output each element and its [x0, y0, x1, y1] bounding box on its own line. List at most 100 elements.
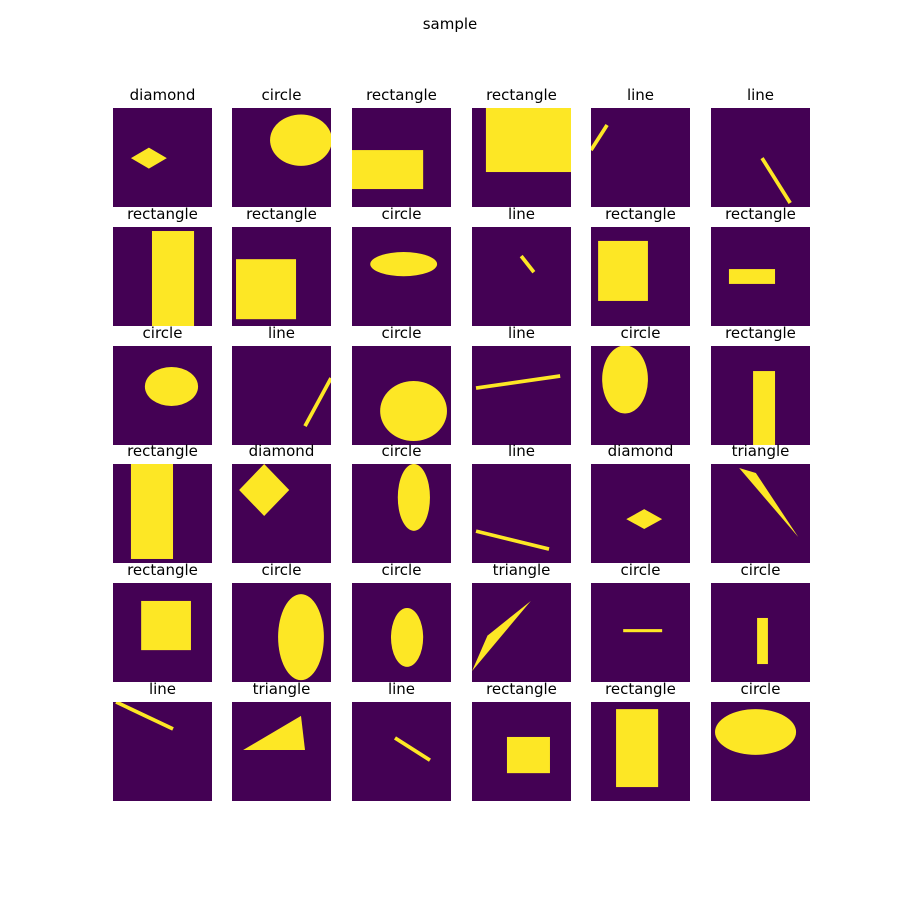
image-panel: line: [232, 324, 331, 445]
image-panel: rectangle: [711, 324, 810, 445]
image-panel: circle: [591, 561, 690, 682]
shape-rectangle: [598, 240, 648, 301]
panel-image: [472, 583, 571, 682]
panel-background: [591, 108, 690, 207]
panel-title: rectangle: [605, 205, 676, 223]
panel-title: circle: [381, 324, 422, 342]
shape-circle: [278, 594, 324, 681]
panel-title: rectangle: [486, 86, 557, 104]
shape-line: [394, 736, 431, 762]
shape-circle: [380, 380, 447, 441]
panel-title: triangle: [492, 561, 551, 579]
panel-background: [352, 702, 451, 801]
panel-title: circle: [620, 324, 661, 342]
panel-image: [472, 108, 571, 207]
panel-title: circle: [381, 442, 422, 460]
panel-image: [113, 108, 212, 207]
shape-diamond: [239, 464, 290, 516]
image-panel: circle: [591, 324, 690, 445]
panel-image: [711, 464, 810, 563]
shape-triangle: [243, 715, 306, 750]
image-panel: line: [711, 86, 810, 207]
panel-title: circle: [620, 561, 661, 579]
panel-image: [591, 346, 690, 445]
panel-title: rectangle: [725, 324, 796, 342]
shape-rectangle: [141, 600, 191, 651]
panel-title: triangle: [731, 442, 790, 460]
image-panel: line: [472, 205, 571, 326]
panel-title: rectangle: [127, 442, 198, 460]
panel-title: rectangle: [605, 680, 676, 698]
shape-rectangle: [506, 736, 550, 774]
panel-image: [352, 702, 451, 801]
panel-image: [591, 464, 690, 563]
image-panel: rectangle: [472, 86, 571, 207]
image-panel: diamond: [113, 86, 212, 207]
shape-circle: [623, 629, 663, 633]
image-panel: circle: [113, 324, 212, 445]
panel-title: rectangle: [127, 205, 198, 223]
panel-title: circle: [381, 205, 422, 223]
image-panel: circle: [711, 680, 810, 801]
image-panel: circle: [352, 324, 451, 445]
image-panel: triangle: [472, 561, 571, 682]
panel-background: [232, 346, 331, 445]
panel-title: rectangle: [127, 561, 198, 579]
shape-rectangle: [728, 269, 776, 284]
panel-title: line: [507, 442, 536, 460]
panel-image: [113, 583, 212, 682]
image-panel: rectangle: [113, 205, 212, 326]
panel-background: [711, 108, 810, 207]
image-panel: rectangle: [591, 205, 690, 326]
shape-line: [760, 157, 792, 204]
panel-title: circle: [381, 561, 422, 579]
image-panel: circle: [232, 561, 331, 682]
shape-rectangle: [352, 150, 424, 190]
image-panel: triangle: [232, 680, 331, 801]
panel-image: [232, 108, 331, 207]
panel-title: diamond: [248, 442, 315, 460]
panel-background: [591, 583, 690, 682]
panel-title: circle: [261, 86, 302, 104]
shape-rectangle: [151, 231, 195, 326]
panel-title: circle: [740, 561, 781, 579]
panel-title: rectangle: [486, 680, 557, 698]
shape-rectangle: [130, 464, 174, 559]
panel-title: circle: [142, 324, 183, 342]
panel-title: line: [148, 680, 177, 698]
panel-image: [232, 346, 331, 445]
panel-title: rectangle: [246, 205, 317, 223]
image-panel: line: [113, 680, 212, 801]
image-panel: rectangle: [113, 561, 212, 682]
panel-image: [352, 108, 451, 207]
panel-image: [352, 583, 451, 682]
panel-image: [352, 464, 451, 563]
shape-circle: [715, 709, 797, 755]
panel-title: line: [267, 324, 296, 342]
image-panel: rectangle: [711, 205, 810, 326]
panel-background: [113, 702, 212, 801]
panel-image: [232, 583, 331, 682]
image-panel: circle: [352, 205, 451, 326]
panel-title: triangle: [252, 680, 311, 698]
panel-image: [113, 346, 212, 445]
shape-circle: [270, 114, 331, 166]
image-panel: rectangle: [232, 205, 331, 326]
image-panel: line: [472, 442, 571, 563]
panel-image: [591, 583, 690, 682]
image-panel: rectangle: [591, 680, 690, 801]
shape-rectangle: [236, 259, 297, 320]
image-panel: rectangle: [472, 680, 571, 801]
shape-line: [591, 124, 609, 152]
shape-diamond: [626, 509, 663, 529]
shape-circle: [602, 346, 648, 414]
image-panel: triangle: [711, 442, 810, 563]
panel-title: diamond: [129, 86, 196, 104]
panel-title: line: [746, 86, 775, 104]
panel-title: line: [387, 680, 416, 698]
image-panel: rectangle: [113, 442, 212, 563]
panel-image: [711, 108, 810, 207]
panel-title: line: [507, 205, 536, 223]
panel-image: [472, 702, 571, 801]
